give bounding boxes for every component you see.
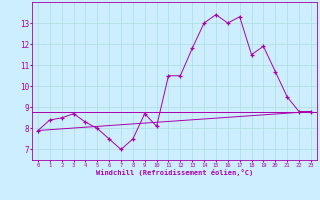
X-axis label: Windchill (Refroidissement éolien,°C): Windchill (Refroidissement éolien,°C): [96, 169, 253, 176]
